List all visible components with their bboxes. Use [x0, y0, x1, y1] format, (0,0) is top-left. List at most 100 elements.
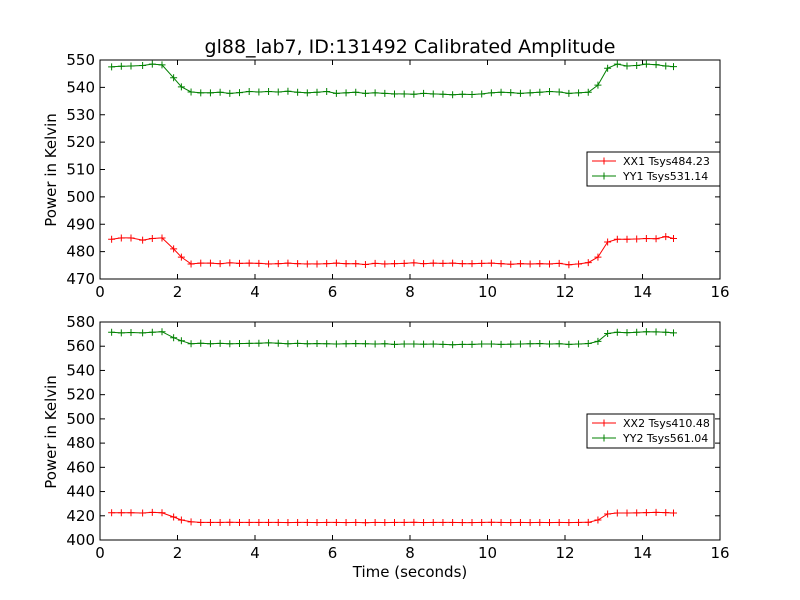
y-tick-label: 500: [66, 188, 95, 206]
data-point-marker: [458, 260, 466, 268]
data-point-marker: [584, 88, 592, 96]
data-point-marker: [507, 519, 515, 527]
data-point-marker: [400, 259, 408, 267]
data-point-marker: [236, 89, 243, 97]
data-point-marker: [108, 328, 116, 336]
data-point-marker: [177, 253, 185, 261]
data-point-marker: [323, 87, 331, 95]
data-point-marker: [303, 518, 311, 526]
data-point-marker: [526, 519, 534, 527]
data-point-marker: [332, 89, 340, 97]
data-point-marker: [127, 329, 135, 337]
y-tick-label: 530: [66, 106, 95, 124]
data-point-marker: [429, 259, 437, 267]
x-axis-label: Time (seconds): [352, 563, 468, 581]
y-tick-label: 510: [66, 161, 95, 179]
data-point-marker: [245, 518, 253, 526]
data-point-marker: [526, 89, 534, 97]
data-point-marker: [177, 83, 185, 91]
data-point-marker: [623, 235, 631, 243]
data-point-marker: [197, 259, 205, 267]
data-point-marker: [187, 518, 195, 526]
x-tick-label: 2: [173, 283, 183, 301]
data-point-marker: [303, 89, 311, 97]
lower-y-axis-label: Power in Kelvin: [42, 375, 60, 489]
legend-marker: [600, 419, 608, 427]
data-point-marker: [575, 89, 583, 97]
data-point-marker: [594, 253, 602, 261]
data-point-marker: [546, 260, 553, 268]
data-point-marker: [449, 91, 457, 99]
data-point-marker: [420, 89, 428, 97]
data-point-marker: [284, 259, 292, 267]
x-tick-label: 6: [328, 283, 338, 301]
data-point-marker: [216, 339, 224, 347]
data-point-marker: [439, 90, 447, 98]
data-point-marker: [458, 90, 466, 98]
data-point-marker: [546, 340, 553, 348]
data-point-marker: [313, 88, 321, 96]
data-point-marker: [613, 509, 621, 517]
data-point-marker: [565, 340, 573, 348]
data-point-marker: [458, 519, 466, 527]
data-point-marker: [670, 234, 677, 242]
legend-label: XX2 Tsys410.48: [623, 417, 710, 430]
data-point-marker: [332, 340, 340, 348]
data-point-marker: [555, 340, 563, 348]
data-point-marker: [555, 259, 563, 267]
legend-marker: [600, 434, 608, 442]
data-point-marker: [458, 340, 466, 348]
data-point-marker: [565, 519, 573, 527]
data-point-marker: [226, 518, 234, 526]
legend-marker: [600, 172, 608, 180]
data-point-marker: [361, 260, 369, 268]
data-point-marker: [148, 508, 156, 516]
data-point-marker: [478, 518, 486, 526]
data-point-marker: [507, 340, 515, 348]
data-point-marker: [158, 61, 166, 69]
legend-box: [586, 413, 715, 449]
x-tick-label: 10: [478, 283, 497, 301]
series-line: [111, 511, 674, 524]
data-point-marker: [670, 329, 677, 337]
data-point-marker: [497, 88, 505, 96]
y-tick-label: 540: [66, 361, 95, 379]
data-point-marker: [323, 260, 331, 268]
data-point-marker: [516, 89, 524, 97]
y-tick-label: 520: [66, 133, 95, 151]
data-point-marker: [313, 340, 321, 348]
data-point-marker: [604, 330, 612, 338]
y-tick-label: 500: [66, 410, 95, 428]
data-point-marker: [662, 233, 670, 241]
x-tick-label: 0: [95, 544, 105, 562]
x-tick-label: 2: [173, 544, 183, 562]
data-point-marker: [439, 518, 447, 526]
data-point-marker: [536, 260, 544, 268]
data-point-marker: [342, 89, 350, 97]
data-point-marker: [216, 518, 224, 526]
y-tick-label: 400: [66, 531, 95, 549]
data-point-marker: [613, 235, 621, 243]
data-point-marker: [497, 518, 505, 526]
data-point-marker: [108, 63, 116, 71]
x-tick-label: 4: [250, 283, 260, 301]
data-point-marker: [332, 259, 340, 267]
data-point-marker: [197, 89, 205, 97]
data-point-marker: [410, 340, 418, 348]
data-point-marker: [255, 339, 263, 347]
data-point-marker: [323, 340, 331, 348]
data-point-marker: [526, 340, 534, 348]
data-point-marker: [410, 518, 418, 526]
data-point-marker: [274, 339, 282, 347]
data-point-marker: [342, 340, 350, 348]
data-point-marker: [516, 260, 524, 268]
data-point-marker: [236, 518, 243, 526]
data-point-marker: [565, 89, 573, 97]
data-point-marker: [255, 88, 263, 96]
data-point-marker: [139, 61, 147, 69]
data-point-marker: [342, 519, 350, 527]
x-tick-label: 8: [405, 283, 415, 301]
data-point-marker: [127, 62, 135, 70]
x-tick-label: 14: [633, 283, 652, 301]
y-tick-label: 420: [66, 507, 95, 525]
